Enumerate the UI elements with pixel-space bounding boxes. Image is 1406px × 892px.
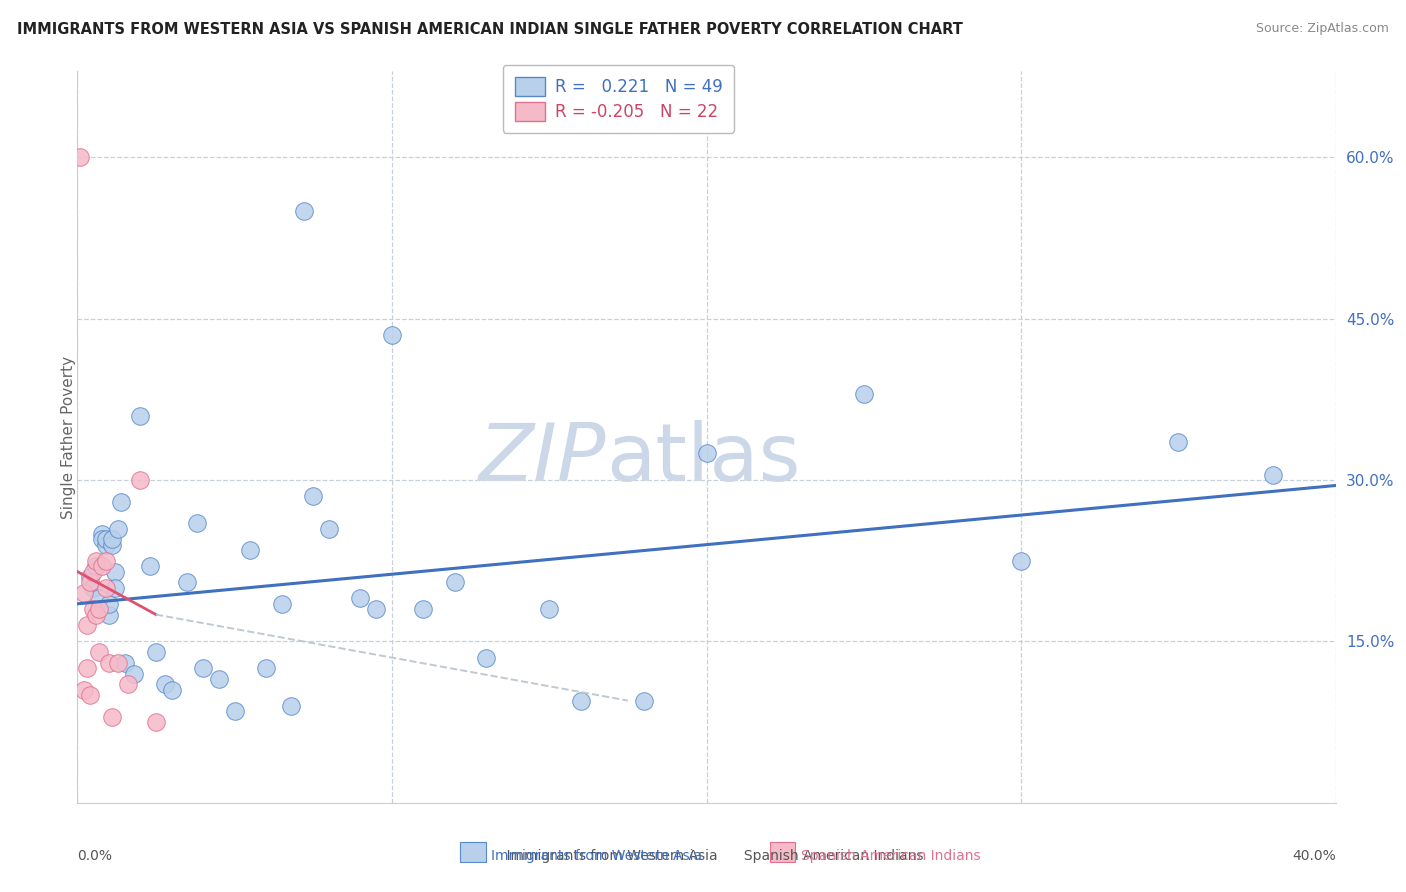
Text: atlas: atlas [606, 420, 800, 498]
Point [94, 581, 117, 595]
Point [89, 602, 111, 616]
Point [349, 591, 371, 606]
Point [97, 607, 120, 622]
Point [107, 521, 129, 535]
Point [186, 516, 208, 530]
Point [79, 570, 101, 584]
Point [1261, 467, 1284, 482]
Point [104, 581, 127, 595]
Text: 40.0%: 40.0% [1292, 849, 1336, 863]
Y-axis label: Single Father Poverty: Single Father Poverty [62, 356, 76, 518]
Point [110, 494, 132, 508]
Point [94, 533, 117, 547]
Point [122, 666, 145, 681]
Legend: R =   0.221   N = 49, R = -0.205   N = 22: R = 0.221 N = 49, R = -0.205 N = 22 [503, 65, 734, 133]
Point [94, 538, 117, 552]
Point [89, 591, 111, 606]
Point [155, 677, 177, 691]
Point [208, 672, 231, 686]
Point [91, 527, 114, 541]
Point [224, 705, 246, 719]
Point [852, 387, 875, 401]
Point [292, 204, 315, 219]
Point [475, 650, 498, 665]
Point [366, 602, 388, 616]
Point [82, 602, 104, 616]
Point [107, 656, 129, 670]
Point [145, 715, 167, 730]
Point [97, 656, 120, 670]
Point [82, 565, 104, 579]
Point [1167, 435, 1189, 450]
Point [84, 559, 107, 574]
Point [114, 656, 136, 670]
Point [129, 473, 152, 487]
Point [160, 682, 183, 697]
Point [302, 489, 325, 503]
Point [280, 698, 302, 713]
Point [82, 581, 104, 595]
Text: Spanish American Indians: Spanish American Indians [801, 849, 980, 863]
Point [104, 565, 127, 579]
Point [129, 409, 152, 423]
Point [444, 575, 467, 590]
Point [569, 693, 592, 707]
Point [84, 554, 107, 568]
Point [145, 645, 167, 659]
Point [381, 327, 404, 342]
Point [97, 597, 120, 611]
Point [101, 533, 124, 547]
Point [696, 446, 718, 460]
Point [138, 559, 160, 574]
Point [412, 602, 434, 616]
Point [239, 543, 262, 558]
Point [84, 607, 107, 622]
Point [1010, 554, 1032, 568]
Point [79, 688, 101, 702]
Point [270, 597, 292, 611]
Text: Immigrants from Western Asia      Spanish American Indians: Immigrants from Western Asia Spanish Ame… [489, 849, 924, 863]
Text: 0.0%: 0.0% [77, 849, 112, 863]
Point [117, 677, 139, 691]
Point [176, 575, 198, 590]
Text: Source: ZipAtlas.com: Source: ZipAtlas.com [1256, 22, 1389, 36]
Point [79, 575, 101, 590]
Point [89, 645, 111, 659]
Point [101, 538, 124, 552]
Text: ZIP: ZIP [478, 420, 606, 498]
Text: IMMIGRANTS FROM WESTERN ASIA VS SPANISH AMERICAN INDIAN SINGLE FATHER POVERTY CO: IMMIGRANTS FROM WESTERN ASIA VS SPANISH … [17, 22, 963, 37]
Point [538, 602, 561, 616]
Point [94, 554, 117, 568]
Point [91, 533, 114, 547]
Point [318, 521, 340, 535]
Point [633, 693, 655, 707]
Point [191, 661, 215, 675]
Point [101, 710, 124, 724]
Point [254, 661, 277, 675]
Point [72, 586, 94, 600]
Point [76, 661, 98, 675]
Point [76, 618, 98, 632]
Point [91, 559, 114, 574]
Point [72, 682, 94, 697]
Point [69, 150, 91, 164]
Text: Immigrants from Western Asia: Immigrants from Western Asia [492, 849, 703, 863]
